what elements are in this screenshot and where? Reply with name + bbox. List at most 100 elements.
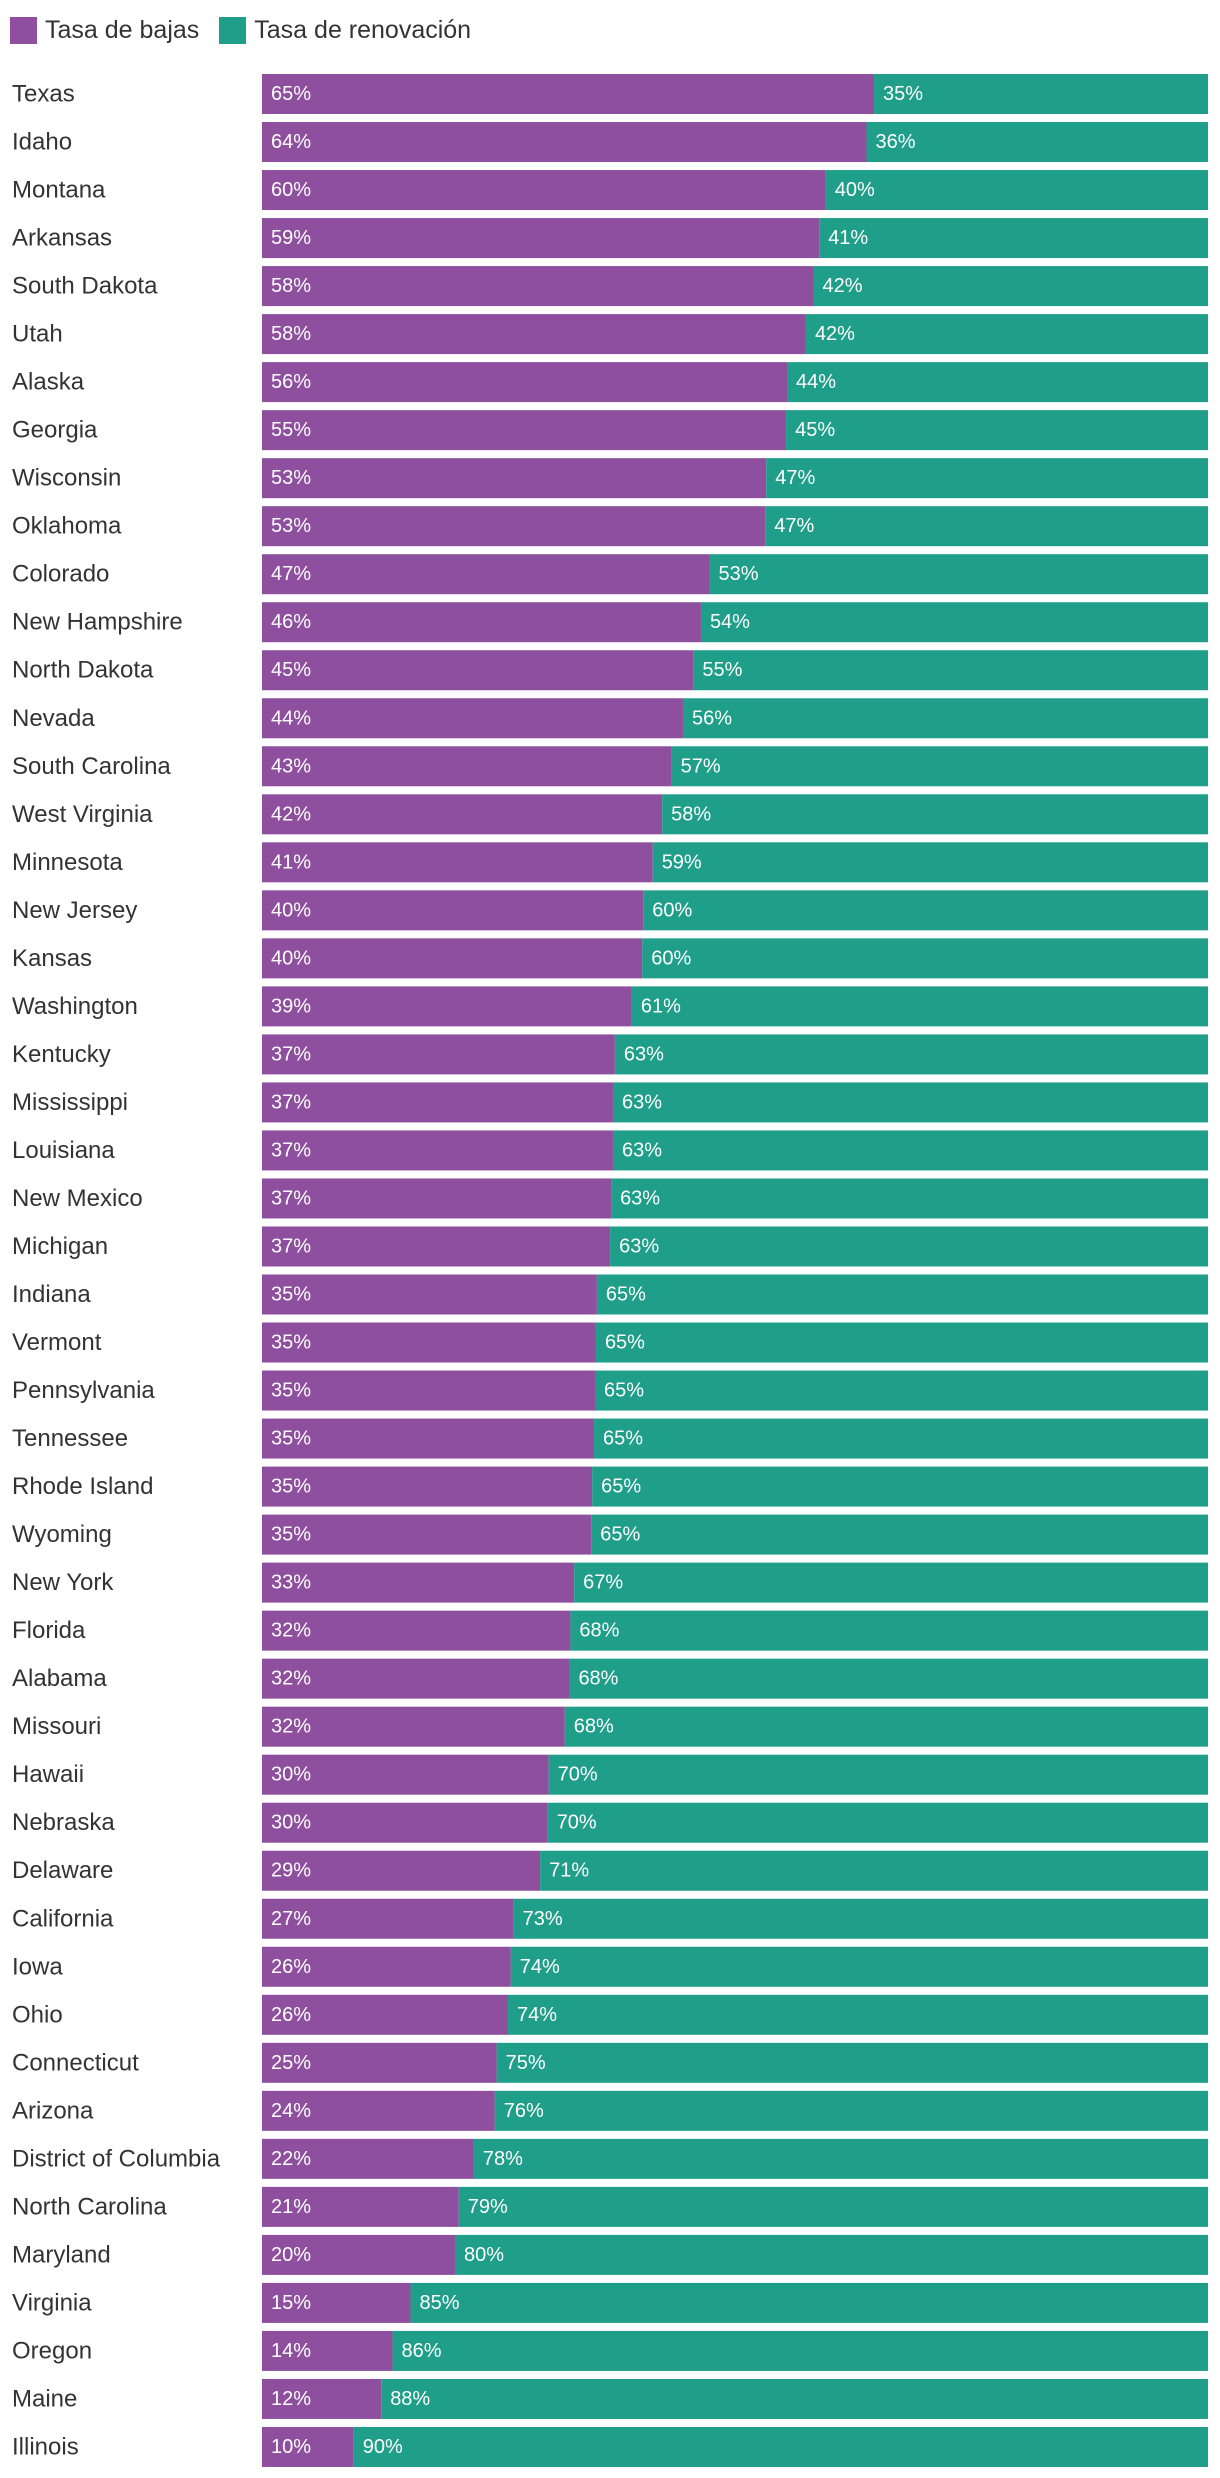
bar-segment-renovacion[interactable] [643, 890, 1208, 931]
bar-segment-bajas[interactable] [262, 2090, 495, 2131]
bar-segment-renovacion[interactable] [507, 1994, 1209, 2035]
bar-segment-bajas[interactable] [262, 218, 820, 259]
bar-segment-bajas[interactable] [262, 1082, 613, 1123]
legend-item-renovacion[interactable]: Tasa de renovación [219, 16, 471, 45]
bar-segment-renovacion[interactable] [564, 1706, 1208, 1747]
bar-segment-renovacion[interactable] [574, 1562, 1208, 1603]
bar-segment-renovacion[interactable] [631, 986, 1208, 1027]
bar-segment-renovacion[interactable] [614, 1034, 1208, 1075]
bar-segment-bajas[interactable] [262, 1658, 570, 1699]
bar-segment-bajas[interactable] [262, 2234, 455, 2275]
bar-segment-renovacion[interactable] [570, 1610, 1208, 1651]
bar-segment-bajas[interactable] [262, 890, 644, 931]
bar-segment-bajas[interactable] [262, 1802, 548, 1843]
bar-segment-renovacion[interactable] [458, 2186, 1208, 2227]
bar-segment-bajas[interactable] [262, 1226, 611, 1267]
bar-segment-renovacion[interactable] [454, 2234, 1209, 2275]
bar-segment-renovacion[interactable] [496, 2042, 1208, 2083]
bar-segment-bajas[interactable] [262, 506, 766, 547]
bar-segment-renovacion[interactable] [592, 1466, 1208, 1507]
bar-segment-bajas[interactable] [262, 1130, 613, 1171]
bar-segment-bajas[interactable] [262, 2042, 497, 2083]
bar-segment-renovacion[interactable] [819, 218, 1208, 259]
bar-segment-renovacion[interactable] [662, 794, 1208, 835]
bar-segment-bajas[interactable] [262, 1322, 596, 1363]
bar-segment-bajas[interactable] [262, 2186, 459, 2227]
bar-segment-renovacion[interactable] [569, 1658, 1208, 1699]
bar-segment-renovacion[interactable] [547, 1802, 1208, 1843]
bar-segment-renovacion[interactable] [700, 602, 1208, 643]
bar-segment-renovacion[interactable] [693, 650, 1208, 691]
bar-segment-renovacion[interactable] [825, 170, 1208, 211]
bar-segment-bajas[interactable] [262, 794, 663, 835]
bar-segment-bajas[interactable] [262, 410, 787, 451]
bar-segment-renovacion[interactable] [410, 2282, 1208, 2323]
bar-segment-renovacion[interactable] [652, 842, 1208, 883]
bar-segment-renovacion[interactable] [642, 938, 1208, 979]
bar-segment-bajas[interactable] [262, 122, 867, 163]
bar-segment-bajas[interactable] [262, 1418, 595, 1459]
bar-segment-renovacion[interactable] [813, 266, 1208, 307]
bar-segment-renovacion[interactable] [381, 2378, 1208, 2419]
bar-segment-renovacion[interactable] [353, 2426, 1208, 2467]
bar-segment-renovacion[interactable] [766, 458, 1208, 499]
bar-segment-bajas[interactable] [262, 1466, 593, 1507]
bar-segment-renovacion[interactable] [392, 2330, 1208, 2371]
bar-segment-bajas[interactable] [262, 746, 672, 787]
bar-segment-bajas[interactable] [262, 1706, 565, 1747]
bar-segment-bajas[interactable] [262, 170, 826, 211]
bar-segment-bajas[interactable] [262, 986, 632, 1027]
bar-segment-renovacion[interactable] [595, 1322, 1208, 1363]
bar-segment-bajas[interactable] [262, 1898, 514, 1939]
bar-segment-renovacion[interactable] [786, 410, 1208, 451]
bar-segment-bajas[interactable] [262, 1034, 615, 1075]
bar-segment-renovacion[interactable] [671, 746, 1208, 787]
bar-segment-renovacion[interactable] [874, 74, 1208, 114]
bar-segment-renovacion[interactable] [805, 314, 1208, 355]
bar-segment-renovacion[interactable] [513, 1898, 1208, 1939]
bar-segment-renovacion[interactable] [596, 1274, 1208, 1315]
bar-segment-bajas[interactable] [262, 842, 653, 883]
bar-segment-bajas[interactable] [262, 698, 683, 739]
bar-segment-renovacion[interactable] [611, 1178, 1208, 1219]
bar-segment-renovacion[interactable] [594, 1370, 1208, 1411]
bar-segment-bajas[interactable] [262, 314, 806, 355]
bar-segment-renovacion[interactable] [494, 2090, 1209, 2131]
bar-segment-renovacion[interactable] [473, 2138, 1208, 2179]
bar-segment-bajas[interactable] [262, 650, 694, 691]
bar-segment-bajas[interactable] [262, 1178, 612, 1219]
bar-segment-renovacion[interactable] [765, 506, 1208, 547]
bar-segment-bajas[interactable] [262, 362, 788, 403]
bar-segment-renovacion[interactable] [610, 1226, 1208, 1267]
bar-segment-bajas[interactable] [262, 2138, 474, 2179]
bar-segment-bajas[interactable] [262, 1610, 571, 1651]
bar-segment-bajas[interactable] [262, 266, 814, 307]
bar-segment-bajas[interactable] [262, 2426, 354, 2467]
legend-item-bajas[interactable]: Tasa de bajas [10, 16, 199, 45]
bar-segment-bajas[interactable] [262, 602, 701, 643]
bar-segment-bajas[interactable] [262, 1370, 595, 1411]
bar-segment-renovacion[interactable] [787, 362, 1208, 403]
bar-segment-bajas[interactable] [262, 554, 710, 595]
bar-segment-renovacion[interactable] [682, 698, 1208, 739]
bar-segment-renovacion[interactable] [591, 1514, 1208, 1555]
bar-segment-bajas[interactable] [262, 1850, 541, 1891]
bar-segment-bajas[interactable] [262, 2282, 411, 2323]
bar-segment-renovacion[interactable] [709, 554, 1208, 595]
bar-segment-renovacion[interactable] [548, 1754, 1208, 1795]
bar-segment-renovacion[interactable] [594, 1418, 1208, 1459]
bar-segment-renovacion[interactable] [866, 122, 1208, 163]
bar-segment-bajas[interactable] [262, 1994, 508, 2035]
bar-segment-renovacion[interactable] [510, 1946, 1208, 1987]
bar-segment-bajas[interactable] [262, 1754, 549, 1795]
bar-segment-bajas[interactable] [262, 938, 643, 979]
bar-segment-bajas[interactable] [262, 458, 767, 499]
bar-segment-bajas[interactable] [262, 2330, 393, 2371]
bar-segment-bajas[interactable] [262, 74, 875, 114]
bar-segment-bajas[interactable] [262, 1274, 597, 1315]
bar-segment-bajas[interactable] [262, 1562, 575, 1603]
bar-segment-bajas[interactable] [262, 1946, 511, 1987]
bar-segment-bajas[interactable] [262, 2378, 382, 2419]
bar-segment-bajas[interactable] [262, 1514, 592, 1555]
bar-segment-renovacion[interactable] [540, 1850, 1208, 1891]
